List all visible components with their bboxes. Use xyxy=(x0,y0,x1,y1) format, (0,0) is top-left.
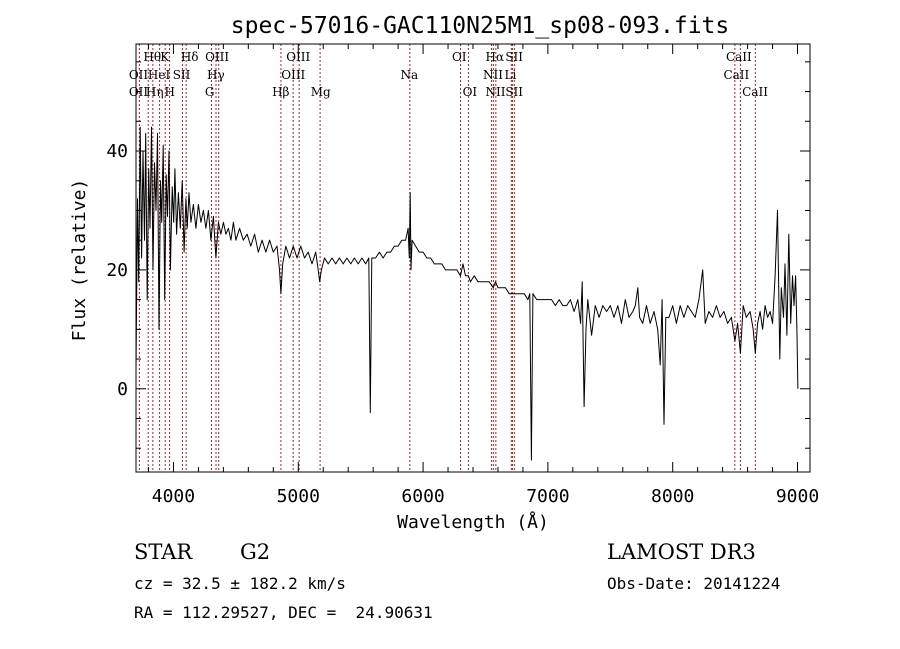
line-label: OIII xyxy=(281,68,305,82)
line-label: Hθ xyxy=(143,50,161,64)
survey-name: LAMOST DR3 xyxy=(607,540,756,564)
line-label: Hγ xyxy=(207,68,225,82)
line-label: SII xyxy=(505,50,523,64)
line-label: Hα xyxy=(486,50,505,64)
x-axis-label: Wavelength (Å) xyxy=(397,511,549,533)
spectrum-line xyxy=(135,126,799,461)
y-tick-label: 20 xyxy=(106,260,128,281)
x-tick-label: 5000 xyxy=(277,486,320,507)
obs-date: Obs-Date: 20141224 xyxy=(607,574,781,593)
line-label: HeI xyxy=(148,68,171,82)
x-tick-label: 7000 xyxy=(526,486,569,507)
line-label: NII xyxy=(483,68,503,82)
spectrum-series xyxy=(135,126,799,461)
x-tick-label: 6000 xyxy=(401,486,444,507)
line-label: H xyxy=(164,85,174,99)
line-label: CaII xyxy=(726,50,752,64)
line-label: Mg xyxy=(311,85,331,99)
line-label: Hβ xyxy=(272,85,289,99)
line-label: Hδ xyxy=(181,50,199,64)
line-label: SII xyxy=(505,85,523,99)
spectral-line-markers xyxy=(138,44,756,472)
y-tick-label: 0 xyxy=(117,379,128,400)
axis-ticks: 4000 5000 6000 7000 8000 9000 0 20 40 xyxy=(106,44,819,507)
line-label: OIII xyxy=(205,50,229,64)
redshift-cz: cz = 32.5 ± 182.2 km/s xyxy=(134,574,346,593)
object-class: STAR xyxy=(134,540,193,564)
ra-dec: RA = 112.29527, DEC = 24.90631 xyxy=(134,603,433,622)
y-axis-label: Flux (relative) xyxy=(69,179,90,342)
line-label: OIII xyxy=(286,50,310,64)
x-tick-label: 9000 xyxy=(776,486,819,507)
line-label: OII xyxy=(129,68,149,82)
line-label: CaII xyxy=(723,68,749,82)
x-tick-label: 4000 xyxy=(152,486,195,507)
line-label: OI xyxy=(463,85,478,99)
chart-title: spec-57016-GAC110N25M1_sp08-093.fits xyxy=(231,13,730,39)
plot-frame xyxy=(135,43,811,473)
x-tick-label: 8000 xyxy=(651,486,694,507)
line-label: G xyxy=(205,85,215,99)
line-label: Na xyxy=(401,68,419,82)
object-subclass: G2 xyxy=(240,540,271,564)
line-label: Li xyxy=(505,68,517,82)
line-label: K xyxy=(160,50,170,64)
y-tick-label: 40 xyxy=(106,141,128,162)
line-label: SII xyxy=(173,68,191,82)
line-label: CaII xyxy=(742,85,768,99)
line-label: NII xyxy=(485,85,505,99)
line-label: Hη xyxy=(146,85,164,99)
line-label: OI xyxy=(452,50,467,64)
